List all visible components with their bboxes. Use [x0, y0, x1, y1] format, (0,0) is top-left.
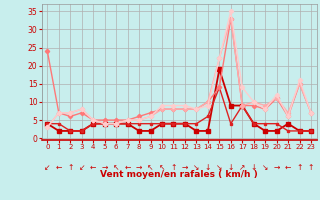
Text: ↓: ↓ [228, 163, 234, 172]
Text: ↗: ↗ [239, 163, 245, 172]
Text: ↓: ↓ [251, 163, 257, 172]
Text: ↘: ↘ [216, 163, 222, 172]
Text: →: → [274, 163, 280, 172]
Text: ↑: ↑ [170, 163, 177, 172]
Text: →: → [101, 163, 108, 172]
Text: ↑: ↑ [296, 163, 303, 172]
Text: ↘: ↘ [193, 163, 200, 172]
Text: ↓: ↓ [205, 163, 211, 172]
Text: ←: ← [90, 163, 96, 172]
Text: →: → [136, 163, 142, 172]
Text: →: → [182, 163, 188, 172]
Text: ↖: ↖ [147, 163, 154, 172]
Text: ↑: ↑ [308, 163, 314, 172]
Text: ←: ← [56, 163, 62, 172]
Text: ↖: ↖ [113, 163, 119, 172]
Text: ↑: ↑ [67, 163, 74, 172]
Text: ↙: ↙ [78, 163, 85, 172]
Text: ↖: ↖ [159, 163, 165, 172]
Text: ←: ← [124, 163, 131, 172]
Text: ←: ← [285, 163, 291, 172]
Text: ↙: ↙ [44, 163, 51, 172]
Text: ↘: ↘ [262, 163, 268, 172]
X-axis label: Vent moyen/en rafales ( km/h ): Vent moyen/en rafales ( km/h ) [100, 170, 258, 179]
